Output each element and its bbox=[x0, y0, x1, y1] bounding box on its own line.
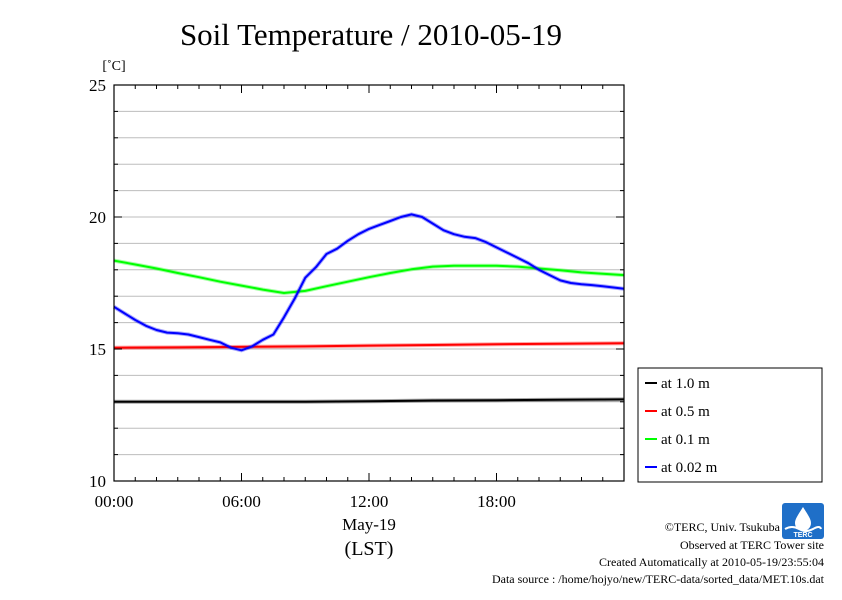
source-text: Data source : /home/hojyo/new/TERC-data/… bbox=[492, 572, 825, 586]
y-tick-label: 20 bbox=[89, 208, 106, 227]
legend-label-at-0-5-m: at 0.5 m bbox=[661, 404, 710, 420]
series-line-at-0-1-m bbox=[113, 259, 625, 294]
terc-logo: TERC bbox=[782, 503, 824, 539]
x-axis-label: May-19 bbox=[342, 515, 396, 534]
legend-box bbox=[637, 367, 823, 483]
y-tick-label: 10 bbox=[89, 472, 106, 491]
series-line-at-1-0-m bbox=[114, 398, 625, 403]
x-tick-label: 06:00 bbox=[222, 492, 261, 511]
x-tick-label: 12:00 bbox=[350, 492, 389, 511]
copyright-text: ©TERC, Univ. Tsukuba bbox=[665, 520, 781, 534]
legend-label-at-1-0-m: at 1.0 m bbox=[661, 376, 710, 392]
series-line-at-0-5-m bbox=[113, 342, 625, 349]
y-tick-labels: 10 15 20 25 bbox=[89, 76, 106, 491]
x-tick-labels: 00:00 06:00 12:00 18:00 bbox=[95, 492, 516, 511]
legend-label-at-0-02-m: at 0.02 m bbox=[661, 460, 718, 476]
plot-frame bbox=[113, 84, 625, 482]
series-line-at-0-02-m bbox=[113, 213, 625, 352]
series-halo-at-0-02-m bbox=[112, 212, 625, 353]
observed-text: Observed at TERC Tower site bbox=[680, 538, 824, 552]
x-axis-unit: (LST) bbox=[345, 538, 394, 560]
y-tick-label: 15 bbox=[89, 340, 106, 359]
series-lines bbox=[112, 212, 625, 404]
y-tick-label: 25 bbox=[89, 76, 106, 95]
y-axis-label: [˚C] bbox=[102, 59, 125, 74]
x-tick-label: 18:00 bbox=[477, 492, 516, 511]
grid-lines bbox=[114, 110, 624, 456]
chart-title: Soil Temperature / 2010-05-19 bbox=[180, 17, 562, 52]
x-tick-label: 00:00 bbox=[95, 492, 134, 511]
legend-label-at-0-1-m: at 0.1 m bbox=[661, 432, 710, 448]
tick-marks bbox=[113, 84, 625, 482]
legend: at 1.0 m at 0.5 m at 0.1 m at 0.02 m bbox=[637, 367, 823, 483]
created-text: Created Automatically at 2010-05-19/23:5… bbox=[599, 555, 824, 569]
logo-text: TERC bbox=[793, 532, 812, 539]
